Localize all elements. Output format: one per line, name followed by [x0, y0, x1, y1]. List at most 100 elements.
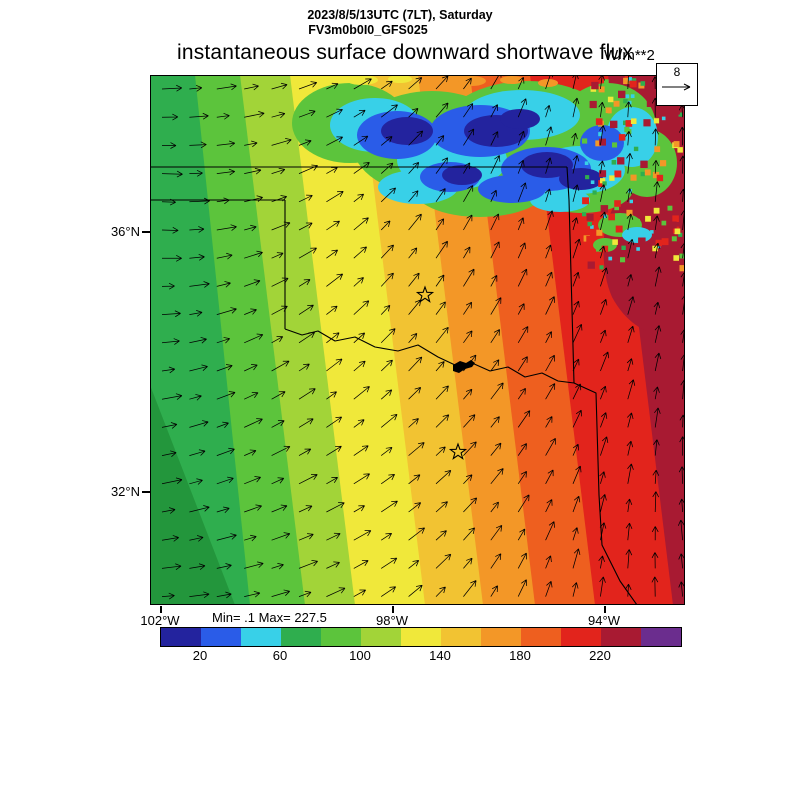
flux-speckle	[631, 78, 637, 83]
flux-speckle	[615, 225, 623, 233]
flux-speckle	[618, 90, 626, 99]
wind-arrow	[463, 354, 477, 372]
wind-arrow	[189, 226, 205, 233]
wind-arrow	[380, 500, 398, 513]
flux-speckle	[667, 205, 673, 211]
wind-arrow	[244, 250, 263, 259]
wind-arrow	[298, 194, 313, 203]
wind-arrow	[490, 131, 499, 146]
wind-arrow	[326, 108, 343, 118]
wind-arrow	[600, 494, 607, 513]
wind-arrow	[271, 277, 289, 287]
wind-vectors	[161, 75, 685, 600]
wind-arrow	[572, 358, 580, 372]
flux-speckle	[587, 261, 595, 269]
wind-arrow	[435, 188, 446, 203]
flux-speckle	[612, 142, 618, 148]
flux-speckle	[590, 225, 594, 229]
flux-speckle	[586, 235, 594, 243]
wind-arrow	[435, 501, 448, 513]
flux-speckle	[600, 178, 606, 184]
wind-arrow	[161, 338, 180, 345]
flux-speckle	[646, 99, 654, 107]
wind-arrow	[244, 333, 264, 344]
wind-arrow	[353, 246, 367, 259]
wind-arrow	[490, 382, 504, 400]
wind-arrow	[271, 111, 286, 119]
wind-arrow	[244, 504, 262, 513]
flux-speckle	[645, 215, 651, 222]
wind-arrow	[161, 198, 176, 206]
wind-arrow	[654, 407, 661, 428]
wind-arrow	[244, 195, 263, 203]
wind-arrow	[271, 195, 287, 203]
wind-arrow	[625, 522, 633, 541]
wind-arrow	[326, 249, 338, 259]
wind-arrow	[216, 391, 236, 400]
flux-speckle	[602, 113, 608, 119]
wind-arrow	[244, 224, 257, 232]
wind-arrow	[651, 526, 659, 541]
wind-arrow	[653, 215, 660, 231]
wind-arrow	[161, 254, 182, 262]
wind-arrow	[490, 553, 502, 569]
wind-arrow	[572, 495, 581, 513]
wind-arrow	[572, 465, 582, 484]
flux-speckle	[674, 228, 681, 235]
wind-arrow	[298, 533, 314, 541]
flux-speckle	[600, 205, 609, 213]
wind-arrow	[625, 498, 633, 513]
wind-arrow	[572, 271, 580, 287]
wind-arrow	[380, 220, 391, 231]
wind-arrow	[463, 527, 475, 541]
flux-speckle	[623, 120, 628, 126]
wind-arrow	[517, 159, 525, 174]
wind-arrow	[490, 524, 503, 541]
wind-arrow	[189, 253, 205, 261]
wind-arrow	[353, 560, 369, 569]
wind-arrow	[298, 109, 316, 118]
flux-speckle	[630, 80, 637, 88]
wind-arrow	[598, 101, 606, 118]
wind-arrow	[545, 416, 553, 428]
wind-arrow	[408, 162, 420, 174]
wind-arrow	[600, 329, 607, 343]
wind-arrow	[490, 501, 499, 513]
wind-arrow	[517, 356, 528, 372]
wind-arrow	[517, 579, 528, 597]
wind-arrow	[298, 304, 314, 315]
wind-arrow	[408, 247, 418, 259]
wind-arrow	[598, 160, 605, 174]
wind-arrow	[161, 310, 181, 318]
wind-arrow	[271, 137, 292, 146]
flux-speckle	[656, 244, 661, 249]
wind-arrow	[652, 491, 660, 513]
flux-speckle	[612, 239, 618, 245]
colorbar-segment	[321, 628, 361, 646]
wind-arrow	[161, 282, 175, 290]
wind-arrow	[544, 104, 551, 118]
wind-arrow	[545, 75, 554, 90]
wind-arrow	[216, 252, 233, 260]
wind-arrow	[161, 563, 182, 571]
wind-arrow	[517, 410, 531, 428]
wind-arrow	[326, 445, 342, 456]
flux-speckle	[586, 213, 594, 221]
wind-arrow	[244, 590, 261, 598]
wind-arrow	[408, 387, 422, 400]
wind-arrow	[545, 521, 555, 541]
flux-speckle	[626, 115, 631, 120]
flux-speckle	[610, 120, 618, 129]
flux-speckle	[633, 146, 639, 152]
flux-speckle	[678, 112, 683, 117]
wind-arrow	[490, 189, 497, 202]
wind-arrow	[161, 226, 179, 234]
wind-arrow	[627, 412, 634, 428]
wind-arrow	[517, 303, 525, 315]
wind-arrow	[490, 241, 500, 259]
map-frame	[150, 75, 685, 605]
wind-arrow	[216, 447, 235, 456]
wind-arrow	[545, 354, 555, 372]
wind-arrow	[599, 125, 606, 146]
wind-arrow	[189, 336, 207, 344]
